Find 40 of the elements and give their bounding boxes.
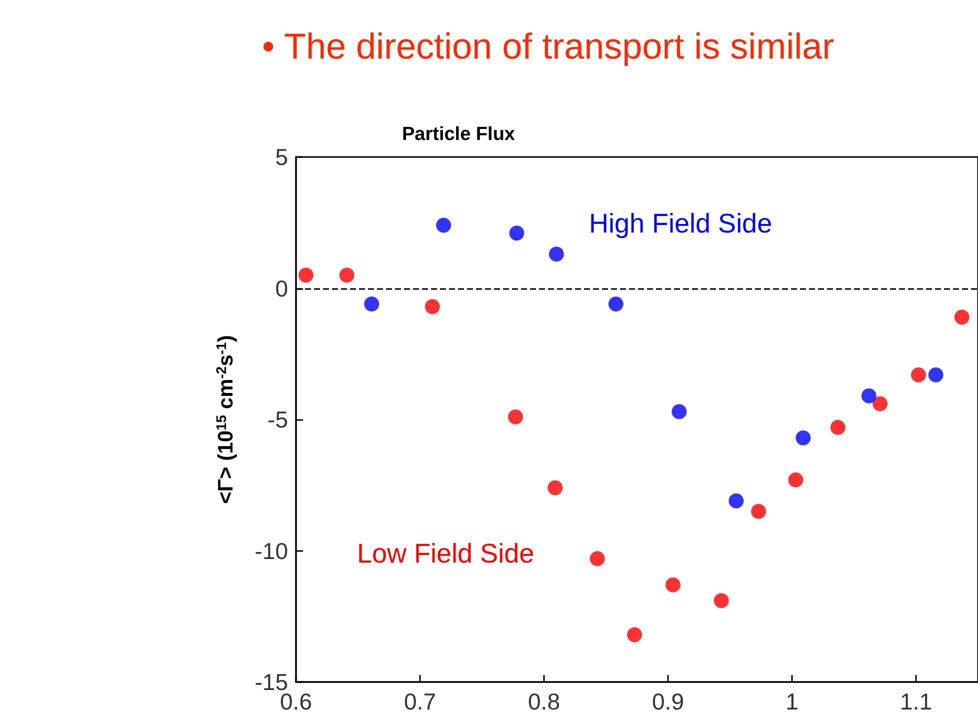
y-tick-label: -10	[254, 538, 288, 564]
x-tick-label: 0.8	[528, 688, 560, 714]
point	[548, 480, 563, 496]
point	[509, 226, 524, 241]
series-label: Low Field Side	[357, 538, 534, 568]
point	[788, 472, 804, 488]
point	[298, 268, 314, 283]
point	[714, 593, 729, 608]
series-label: High Field Side	[589, 208, 772, 238]
point	[751, 504, 766, 519]
point	[548, 246, 564, 262]
y-tick-label: 0	[275, 275, 288, 302]
point	[796, 430, 811, 446]
point	[364, 296, 380, 312]
x-tick-label: 1	[786, 688, 798, 714]
point	[928, 367, 944, 382]
chart-title: Particle Flux	[402, 124, 516, 145]
point	[436, 218, 452, 233]
x-tick-label: 0.7	[404, 688, 436, 714]
point	[954, 310, 970, 325]
point	[861, 388, 876, 404]
point	[665, 577, 680, 592]
point	[728, 493, 744, 508]
y-tick-label: 5	[275, 144, 288, 170]
point	[608, 296, 624, 312]
point	[872, 396, 888, 412]
x-tick-label: 1.1	[900, 688, 932, 714]
y-axis-title: <Γ> (1015 cm-2s-1)	[213, 335, 238, 504]
point	[424, 299, 440, 314]
point	[627, 627, 642, 642]
point	[590, 551, 605, 566]
point	[830, 420, 846, 435]
point	[672, 404, 687, 420]
y-tick-label: -5	[268, 406, 288, 432]
text: • The direction of transport is similar	[262, 26, 834, 66]
x-tick-label: 0.9	[652, 688, 684, 714]
point	[508, 409, 523, 424]
point	[339, 268, 354, 283]
y-tick-label: -15	[254, 669, 288, 695]
point	[910, 367, 926, 382]
